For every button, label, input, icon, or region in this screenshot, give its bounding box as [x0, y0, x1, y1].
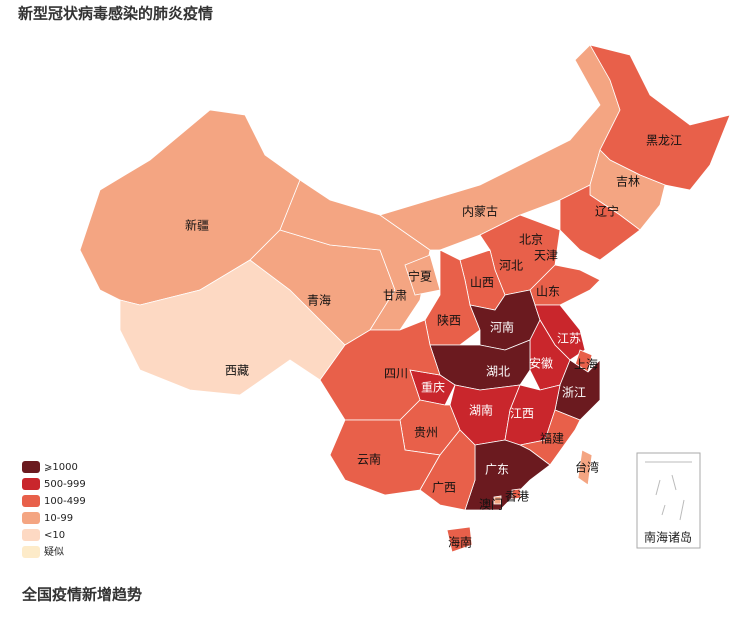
province-label: 贵州 — [414, 426, 438, 440]
province — [511, 488, 522, 500]
province-label: 河南 — [490, 320, 514, 335]
province — [446, 526, 473, 553]
province-label: 西藏 — [225, 364, 249, 378]
province-label: 福建 — [540, 431, 564, 446]
province-label: 河北 — [499, 259, 523, 273]
province-label: 湖北 — [486, 364, 510, 379]
province-label: 陕西 — [437, 313, 461, 328]
province — [424, 249, 481, 346]
title: 新型冠状病毒感染的肺炎疫情 — [18, 5, 213, 23]
province-label: 江苏 — [557, 332, 581, 346]
province-label: 广西 — [432, 481, 456, 495]
legend-label: 100-499 — [44, 496, 86, 507]
province — [577, 449, 593, 486]
province-label: 天津 — [534, 249, 558, 263]
province — [589, 44, 731, 191]
province — [559, 184, 641, 261]
legend-label: ⩾1000 — [44, 462, 78, 473]
province-label: 吉林 — [616, 175, 640, 189]
province-label: 青海 — [307, 293, 331, 308]
map — [79, 44, 731, 553]
inset: 南海诸岛 — [636, 452, 701, 549]
legend-label: 500-999 — [44, 479, 86, 490]
province-label: 台湾 — [575, 460, 599, 475]
province — [493, 495, 502, 505]
province-label: 内蒙古 — [462, 204, 498, 219]
province-label: 黑龙江 — [646, 134, 682, 148]
province-label: 新疆 — [185, 218, 209, 233]
legend-swatch — [22, 478, 40, 490]
legend-label: 10-99 — [44, 513, 73, 524]
province-label: 云南 — [357, 452, 381, 467]
inset-label: 南海诸岛 — [644, 530, 692, 545]
legend-swatch — [22, 461, 40, 473]
province — [419, 429, 476, 511]
province-label: 浙江 — [562, 386, 586, 400]
province-label: 山西 — [470, 276, 494, 290]
province-label: 山东 — [536, 285, 560, 299]
legend-swatch — [22, 546, 40, 558]
legend-label: <10 — [44, 530, 65, 541]
legend-swatch — [22, 495, 40, 507]
province-label: 澳门 — [479, 497, 503, 512]
province-label: 重庆 — [421, 381, 445, 395]
province-label: 辽宁 — [595, 204, 619, 219]
province-label: 江西 — [510, 407, 534, 421]
province-label: 北京 — [519, 233, 543, 247]
province-label: 广东 — [485, 463, 509, 477]
province-label: 海南 — [448, 535, 472, 550]
province-label: 安徽 — [529, 356, 553, 371]
legend: ⩾1000 500-999 100-499 10-99 <10 疑似 — [22, 461, 86, 558]
subtitle: 全国疫情新增趋势 — [21, 586, 142, 604]
province-label: 香港 — [505, 490, 529, 504]
legend-label: 疑似 — [44, 546, 64, 558]
province-label: 上海 — [574, 357, 598, 372]
inset-box — [636, 452, 701, 549]
province-label: 湖南 — [469, 403, 493, 418]
inset-islands — [645, 461, 692, 521]
legend-swatch — [22, 512, 40, 524]
province-label: 甘肃 — [383, 289, 407, 303]
province-label: 宁夏 — [408, 269, 432, 284]
legend-swatch — [22, 529, 40, 541]
province-label: 四川 — [384, 367, 408, 381]
province — [279, 179, 431, 331]
